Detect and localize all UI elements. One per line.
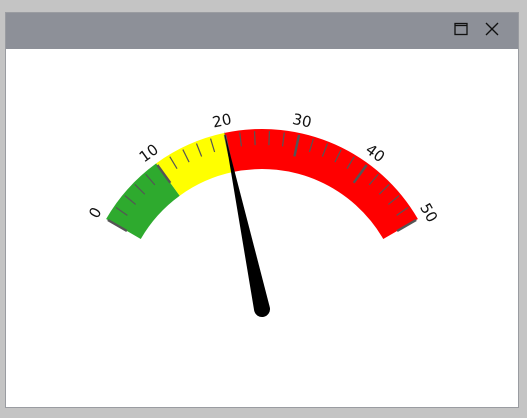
minor-tick xyxy=(182,149,190,163)
needle xyxy=(224,130,271,317)
minor-tick xyxy=(368,173,379,186)
major-tick xyxy=(107,218,128,233)
minor-tick xyxy=(169,156,178,170)
minor-tick xyxy=(387,195,400,205)
major-tick xyxy=(156,164,172,184)
gauge-band-0 xyxy=(106,163,180,239)
minor-tick xyxy=(124,195,137,205)
minor-tick xyxy=(134,184,146,195)
title-bar[interactable] xyxy=(6,13,518,49)
minor-tick xyxy=(321,143,329,157)
minor-tick xyxy=(334,149,342,163)
minor-tick xyxy=(346,156,355,170)
major-tick xyxy=(352,164,368,184)
gauge-window: 0 10 20 30 40 50 xyxy=(5,12,519,408)
minor-tick xyxy=(378,184,390,195)
minor-tick xyxy=(195,143,203,157)
minor-tick xyxy=(281,132,285,147)
tick-label: 20 xyxy=(211,110,233,132)
minor-tick xyxy=(239,132,243,147)
minor-tick xyxy=(209,138,216,153)
close-button[interactable] xyxy=(480,19,504,43)
major-tick xyxy=(293,134,301,157)
minor-tick xyxy=(308,138,315,153)
gauge-band-2 xyxy=(224,129,418,239)
minor-tick xyxy=(115,206,128,216)
gauge-area: 0 10 20 30 40 50 xyxy=(6,49,518,407)
maximize-icon xyxy=(453,21,469,41)
close-icon xyxy=(484,21,500,41)
minor-tick xyxy=(268,131,271,146)
gauge-needle xyxy=(224,130,271,317)
minor-tick xyxy=(396,206,409,216)
minor-tick xyxy=(253,131,256,146)
tick-label: 30 xyxy=(291,110,313,132)
maximize-button[interactable] xyxy=(449,19,473,43)
minor-tick xyxy=(145,173,156,186)
tick-label: 50 xyxy=(416,200,441,226)
major-tick xyxy=(396,218,417,233)
tick-label: 0 xyxy=(85,204,105,221)
